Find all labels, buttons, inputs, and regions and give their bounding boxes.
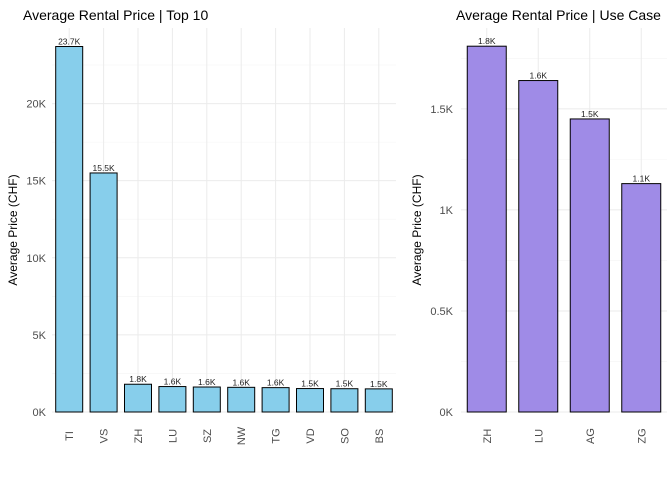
data-label: 1.5K xyxy=(301,379,319,389)
x-tick-label: TG xyxy=(271,428,283,443)
bar-lu xyxy=(518,80,559,413)
chart-use-case: Average Rental Price | Use Case Average … xyxy=(410,7,667,444)
y-axis-label: Average Price (CHF) xyxy=(6,174,20,285)
x-tick-label: VS xyxy=(99,429,111,444)
x-tick-label: ZH xyxy=(482,429,494,444)
bar-bs xyxy=(364,388,393,413)
x-tick-label: ZH xyxy=(133,429,145,444)
y-tick-label: 5K xyxy=(33,330,47,342)
x-tick-label: VD xyxy=(305,428,317,443)
y-tick-label: 1.5K xyxy=(430,104,453,116)
bar-zh xyxy=(466,45,507,413)
bar-ag xyxy=(569,118,610,413)
bar-lu xyxy=(158,386,187,413)
data-label: 1.8K xyxy=(129,374,147,384)
y-tick-label: 1K xyxy=(440,205,454,217)
data-label: 1.6K xyxy=(267,378,285,388)
chart-title: Average Rental Price | Top 10 xyxy=(23,7,208,23)
bar-zg xyxy=(621,183,662,413)
data-label: 1.8K xyxy=(478,36,496,46)
chart-top10: Average Rental Price | Top 10 Average Pr… xyxy=(6,7,396,445)
bar-vs xyxy=(89,172,118,413)
x-tick-label: NW xyxy=(236,426,248,445)
y-tick-label: 0K xyxy=(440,407,454,419)
bar-sz xyxy=(192,386,221,413)
y-tick-label: 0.5K xyxy=(430,306,453,318)
chart-title: Average Rental Price | Use Case xyxy=(456,7,661,23)
bar-tg xyxy=(261,387,290,413)
data-label: 1.6K xyxy=(232,377,250,387)
bar-so xyxy=(330,388,359,413)
data-label: 1.5K xyxy=(336,379,354,389)
x-tick-label: ZG xyxy=(636,428,648,443)
y-tick-label: 0K xyxy=(33,407,47,419)
data-label: 1.5K xyxy=(370,379,388,389)
data-label: 23.7K xyxy=(58,37,81,47)
data-label: 1.1K xyxy=(633,174,651,184)
x-tick-label: BS xyxy=(374,429,386,444)
x-tick-label: LU xyxy=(533,429,545,443)
data-label: 15.5K xyxy=(92,163,115,173)
x-tick-label: SO xyxy=(339,428,351,444)
data-label: 1.6K xyxy=(530,71,548,81)
bar-vd xyxy=(296,388,324,413)
x-tick-label: AG xyxy=(585,428,597,444)
data-label: 1.6K xyxy=(164,377,182,387)
data-label: 1.6K xyxy=(198,377,216,387)
bar-nw xyxy=(227,386,256,413)
y-axis-label: Average Price (CHF) xyxy=(410,174,424,285)
x-tick-label: LU xyxy=(167,429,179,443)
bar-ti xyxy=(55,46,84,413)
y-tick-label: 20K xyxy=(26,99,46,111)
x-tick-label: TI xyxy=(64,431,76,441)
data-label: 1.5K xyxy=(581,109,599,119)
bar-zh xyxy=(124,383,152,413)
y-tick-label: 10K xyxy=(26,253,46,265)
x-tick-label: SZ xyxy=(202,429,214,443)
y-tick-label: 15K xyxy=(26,176,46,188)
